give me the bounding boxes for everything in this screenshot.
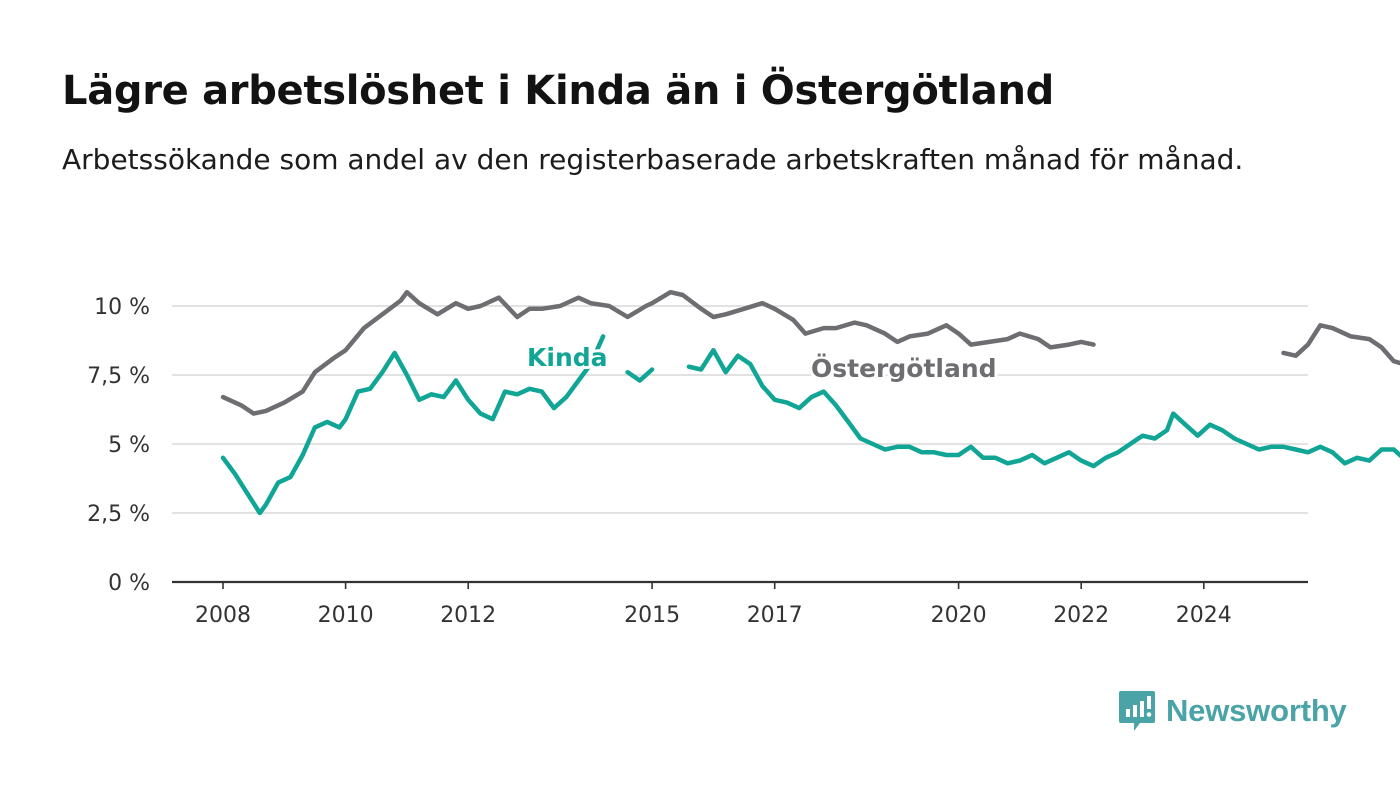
y-tick-label: 2,5 % bbox=[87, 502, 150, 527]
x-tick-label: 2020 bbox=[931, 603, 987, 628]
ostergotland-line bbox=[1281, 323, 1400, 366]
ostergotland-series-label: Östergötland bbox=[811, 353, 997, 383]
chart-title: Lägre arbetslöshet i Kinda än i Östergöt… bbox=[62, 68, 1054, 114]
y-tick-label: 5 % bbox=[108, 433, 150, 458]
kinda-series-label: Kinda bbox=[527, 343, 608, 372]
x-tick-label: 2015 bbox=[624, 603, 680, 628]
x-tick-label: 2008 bbox=[195, 603, 251, 628]
newsworthy-logo-text: Newsworthy bbox=[1166, 693, 1347, 728]
kinda-line bbox=[220, 334, 606, 516]
ostergotland-line bbox=[220, 289, 1096, 416]
x-tick-label: 2012 bbox=[440, 603, 496, 628]
x-tick-label: 2022 bbox=[1053, 603, 1109, 628]
y-tick-label: 0 % bbox=[108, 571, 150, 596]
y-tick-label: 7,5 % bbox=[87, 364, 150, 389]
x-tick-label: 2010 bbox=[318, 603, 374, 628]
kinda-line bbox=[625, 367, 655, 383]
x-tick-label: 2017 bbox=[747, 603, 803, 628]
chart-subtitle: Arbetssökande som andel av den registerb… bbox=[62, 143, 1244, 176]
y-tick-label: 10 % bbox=[94, 295, 150, 320]
newsworthy-logo-icon bbox=[1119, 691, 1155, 731]
newsworthy-logo: Newsworthy bbox=[1118, 689, 1347, 733]
kinda-line bbox=[686, 347, 1400, 469]
x-tick-label: 2024 bbox=[1176, 603, 1232, 628]
